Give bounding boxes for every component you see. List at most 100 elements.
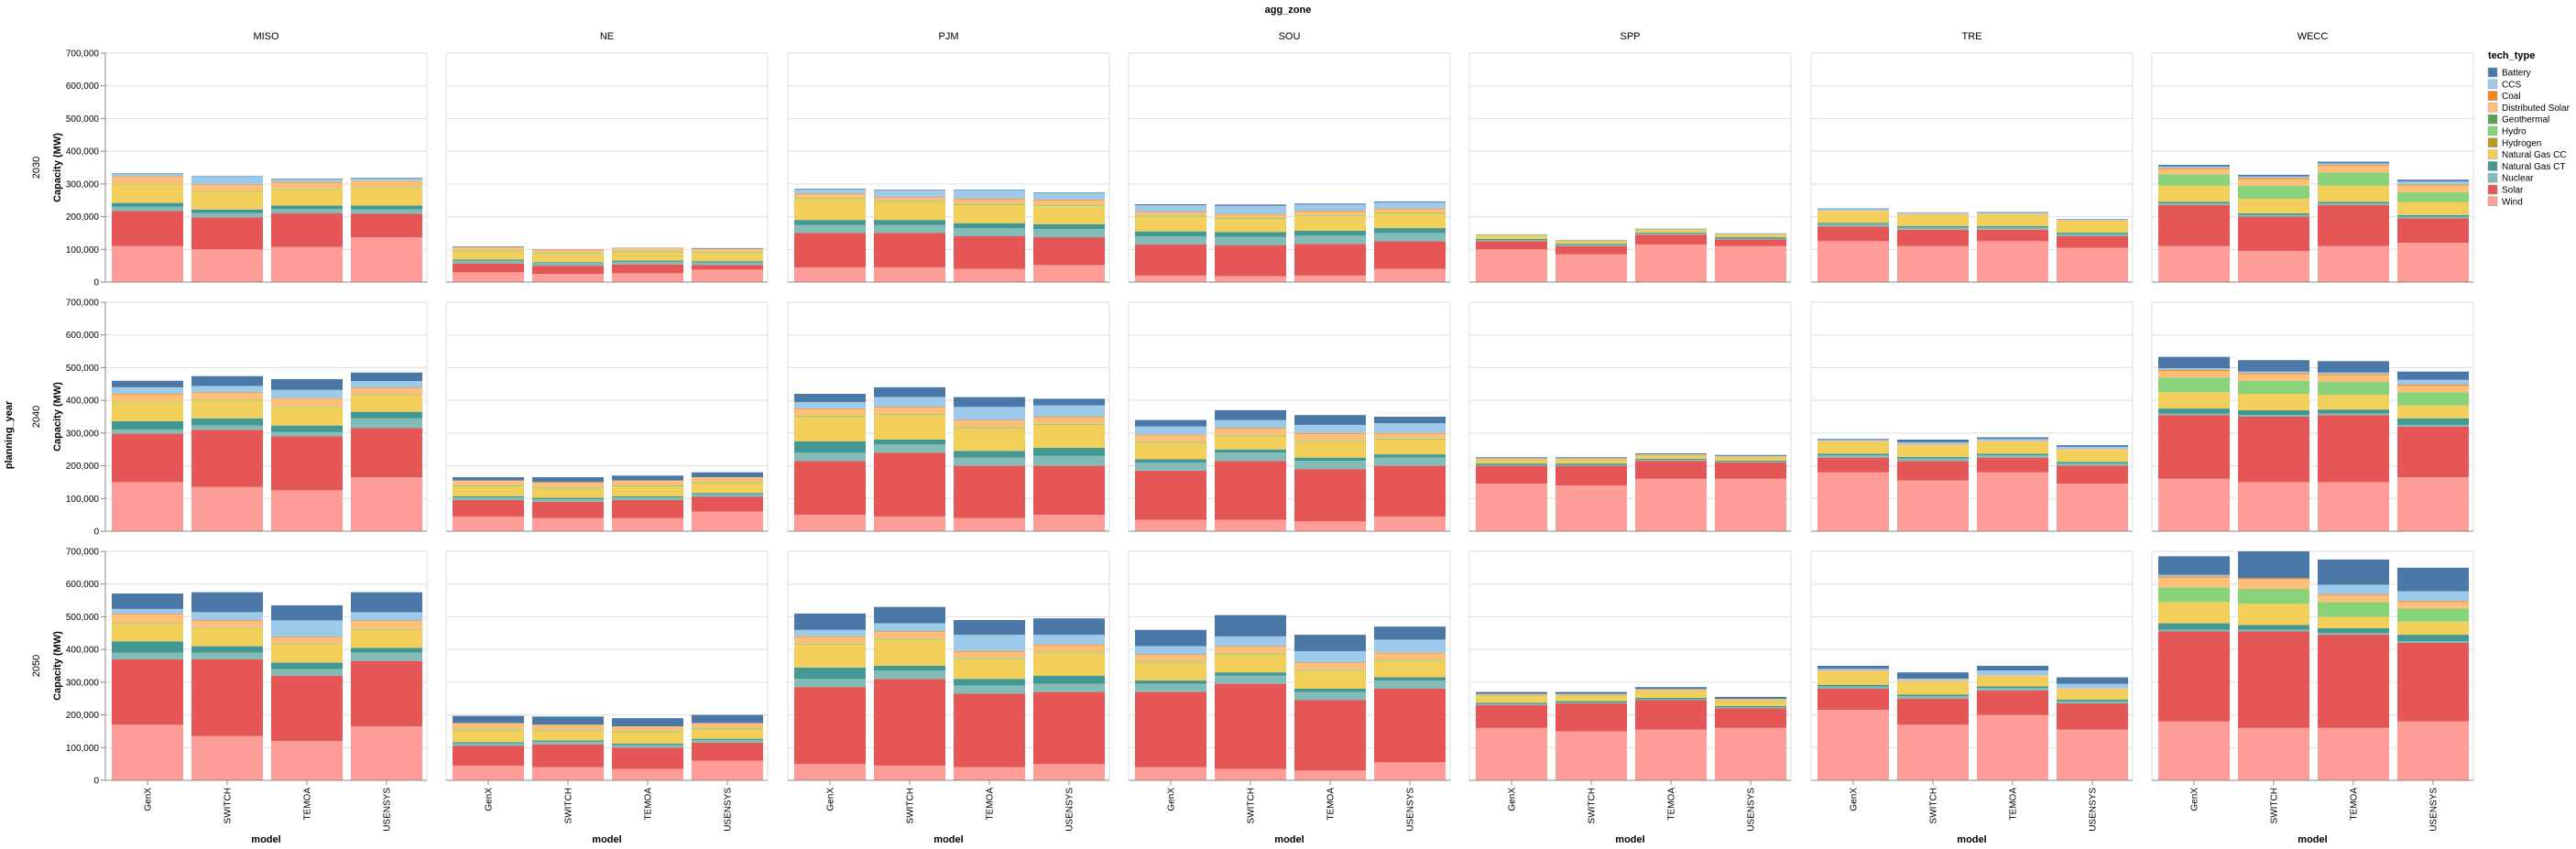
bar-segment-natural-gas-cc	[2057, 690, 2128, 700]
bar-segment-solar	[692, 742, 763, 761]
bar-segment-nuclear	[2057, 234, 2128, 236]
bar-segment-natural-gas-cc	[1033, 424, 1105, 448]
bar-segment-ccs	[1897, 678, 1969, 680]
bar-segment-natural-gas-cc	[1555, 241, 1627, 245]
bar-segment-solar	[612, 264, 683, 274]
bar-segment-hydro	[794, 415, 866, 417]
legend-item-natural-gas-ct: Natural Gas CT	[2487, 161, 2565, 172]
bar-segment-hydro	[1555, 240, 1627, 242]
bar-segment-nuclear	[2397, 641, 2469, 643]
bar-genx	[453, 246, 524, 282]
bar-usensys	[692, 714, 763, 780]
bar-segment-ccs	[874, 397, 945, 408]
bar-segment-nuclear	[1476, 464, 1547, 466]
bar-segment-natural-gas-ct	[1715, 705, 1786, 708]
bar-segment-battery	[874, 386, 945, 397]
legend-swatch	[2487, 79, 2498, 90]
bar-segment-nuclear	[1977, 227, 2048, 230]
bar-segment-solar	[1215, 245, 1286, 277]
bar-segment-nuclear	[1897, 696, 1969, 699]
bar-segment-solar	[2057, 703, 2128, 730]
bar-segment-battery	[2238, 551, 2309, 579]
bar-segment-ccs	[954, 407, 1025, 420]
bar-segment-solar	[794, 461, 866, 516]
y-tick-label: 100,000	[66, 744, 100, 754]
legend-label: Battery	[2502, 69, 2531, 79]
bar-segment-battery	[874, 606, 945, 624]
bar-segment-ccs	[1374, 202, 1446, 209]
bar-segment-distributed-solar	[532, 482, 604, 487]
x-axis-label: model	[1615, 834, 1644, 845]
bar-segment-wind	[2158, 721, 2230, 780]
bar-segment-solar	[1635, 700, 1707, 730]
bar-segment-ccs	[1977, 439, 2048, 441]
bar-segment-nuclear	[2397, 424, 2469, 427]
x-tick-label: GenX	[826, 788, 836, 811]
bar-usensys	[351, 178, 422, 282]
bar-segment-natural-gas-ct	[2158, 201, 2230, 204]
bar-temoa	[1294, 415, 1366, 531]
bar-segment-solar	[2057, 236, 2128, 248]
bar-segment-distributed-solar	[1476, 458, 1547, 460]
bar-segment-solar	[1033, 691, 1105, 765]
bar-segment-natural-gas-cc	[351, 187, 422, 206]
bar-segment-ccs	[1897, 212, 1969, 214]
y-tick-label: 600,000	[66, 580, 100, 590]
bar-segment-natural-gas-ct	[2397, 214, 2469, 217]
bar-segment-nuclear	[1897, 458, 1969, 462]
bar-segment-distributed-solar	[954, 199, 1025, 204]
bar-segment-battery	[2158, 556, 2230, 575]
bar-segment-battery	[2397, 371, 2469, 380]
bar-segment-ccs	[271, 389, 343, 398]
bar-segment-wind	[1715, 245, 1786, 282]
bar-segment-wind	[1476, 249, 1547, 282]
bar-segment-natural-gas-ct	[612, 495, 683, 498]
bar-segment-distributed-solar	[1374, 433, 1446, 439]
bar-segment-battery	[1135, 419, 1206, 427]
x-tick-label: USENSYS	[1065, 788, 1075, 832]
bar-segment-solar	[2318, 205, 2389, 246]
bar-segment-natural-gas-cc	[1635, 456, 1707, 460]
bar-segment-distributed-solar	[2318, 375, 2389, 382]
y-axis-label: Capacity (MW)	[52, 382, 63, 452]
bar-segment-solar	[1476, 704, 1547, 728]
bar-segment-ccs	[874, 623, 945, 632]
bar-segment-ccs	[1294, 650, 1366, 663]
bar-segment-battery	[2158, 356, 2230, 369]
bar-segment-ccs	[112, 174, 183, 177]
bar-segment-natural-gas-ct	[874, 220, 945, 225]
bar-segment-ccs	[2397, 181, 2469, 185]
bar-segment-solar	[351, 213, 422, 238]
bar-segment-hydro	[1635, 229, 1707, 231]
bar-segment-natural-gas-ct	[954, 451, 1025, 458]
bar-segment-nuclear	[954, 685, 1025, 694]
row-header-2050: 2050	[31, 655, 42, 677]
bar-segment-solar	[2238, 216, 2309, 252]
bar-segment-hydro	[1374, 212, 1446, 213]
bar-segment-distributed-solar	[2158, 577, 2230, 588]
bar-segment-coal	[191, 620, 263, 622]
bar-segment-hydro	[1294, 669, 1366, 671]
legend-item-natural-gas-cc: Natural Gas CC	[2487, 149, 2567, 160]
bar-segment-solar	[794, 233, 866, 267]
bar-segment-wind	[1635, 478, 1707, 531]
bar-segment-coal	[112, 614, 183, 615]
bar-segment-hydro	[191, 190, 263, 192]
bar-segment-battery	[112, 380, 183, 387]
bar-temoa	[271, 604, 343, 780]
x-tick-label: SWITCH	[2270, 788, 2280, 823]
bar-segment-natural-gas-cc	[1897, 214, 1969, 226]
bar-segment-battery	[1374, 417, 1446, 424]
bar-segment-natural-gas-cc	[1897, 681, 1969, 695]
bar-segment-hydro	[2397, 191, 2469, 202]
bar-usensys	[2397, 180, 2469, 282]
bar-segment-hydro	[1033, 651, 1105, 653]
bar-segment-battery	[532, 716, 604, 725]
bar-segment-hydro	[612, 485, 683, 487]
bar-segment-coal	[1294, 662, 1366, 664]
bar-segment-solar	[1374, 465, 1446, 517]
bar-segment-natural-gas-ct	[2238, 213, 2309, 215]
bar-segment-nuclear	[453, 260, 524, 264]
bar-segment-natural-gas-cc	[1977, 676, 2048, 687]
bar-segment-natural-gas-ct	[191, 209, 263, 213]
